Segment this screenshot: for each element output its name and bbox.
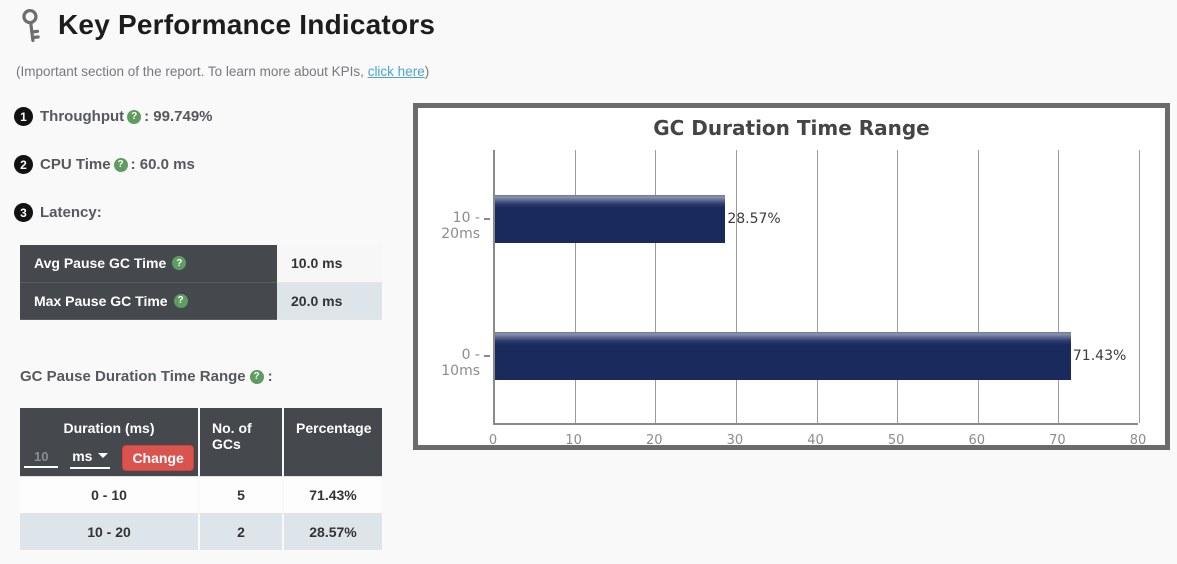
help-icon[interactable]: ? bbox=[172, 256, 187, 271]
y-tick bbox=[484, 355, 490, 358]
chart-plot-area bbox=[493, 150, 1140, 425]
kpi-label: Latency: bbox=[40, 204, 102, 221]
table-row: Max Pause GC Time ? 20.0 ms bbox=[20, 282, 382, 320]
x-tick-label: 20 bbox=[645, 433, 663, 448]
chart-title: GC Duration Time Range bbox=[653, 116, 930, 140]
table-row: 10 - 20 2 28.57% bbox=[20, 513, 382, 550]
gridline bbox=[735, 150, 737, 423]
gridline bbox=[897, 150, 899, 423]
gridline bbox=[655, 150, 657, 423]
y-tick bbox=[484, 217, 490, 220]
x-tick-label: 30 bbox=[726, 433, 744, 448]
latency-row-label: Max Pause GC Time bbox=[34, 292, 168, 309]
subtitle: (Important section of the report. To lea… bbox=[16, 64, 429, 79]
cell-gc-count: 5 bbox=[198, 476, 282, 513]
x-tick-label: 60 bbox=[968, 433, 986, 448]
cell-gc-count: 2 bbox=[198, 513, 282, 550]
gridline bbox=[1139, 150, 1140, 423]
cell-duration: 0 - 10 bbox=[20, 476, 198, 513]
help-icon[interactable]: ? bbox=[113, 157, 128, 172]
gc-duration-chart: GC Duration Time Range 0 10 20 30 40 50 60 70 80… bbox=[413, 103, 1170, 450]
bar bbox=[495, 194, 726, 243]
latency-row-value: 20.0 ms bbox=[277, 282, 382, 320]
table-row: 0 - 10 5 71.43% bbox=[20, 476, 382, 513]
badge-1: 1 bbox=[14, 107, 33, 126]
duration-table: Duration (ms) ms Change No. of GCs Perce… bbox=[20, 408, 382, 550]
page-header: Key Performance Indicators bbox=[14, 8, 435, 42]
x-tick-label: 50 bbox=[887, 433, 905, 448]
help-icon[interactable]: ? bbox=[127, 109, 142, 124]
kpi-label: CPU Time bbox=[40, 156, 111, 173]
bar bbox=[495, 332, 1071, 381]
duration-section-colon: : bbox=[267, 368, 273, 385]
key-icon bbox=[22, 8, 40, 42]
help-icon[interactable]: ? bbox=[249, 369, 264, 384]
column-header: Duration (ms) bbox=[63, 420, 155, 436]
kpi-value: : 99.749% bbox=[144, 108, 213, 125]
x-tick-label: 10 bbox=[565, 433, 582, 448]
unit-select[interactable]: ms bbox=[70, 447, 111, 469]
cell-percentage: 71.43% bbox=[282, 476, 382, 513]
kpi-label: Throughput bbox=[40, 108, 125, 125]
gridline bbox=[977, 150, 979, 423]
unit-select-value: ms bbox=[72, 447, 93, 464]
column-header: Percentage bbox=[282, 408, 382, 476]
column-header: No. of GCs bbox=[198, 408, 282, 476]
x-tick-label: 80 bbox=[1129, 433, 1147, 448]
cell-duration: 10 - 20 bbox=[20, 513, 198, 550]
value-label: 28.57% bbox=[727, 210, 781, 227]
latency-table: Avg Pause GC Time ? 10.0 ms Max Pause GC… bbox=[20, 245, 382, 320]
latency-row-value: 10.0 ms bbox=[277, 245, 382, 283]
kpi-item-cpu-time: 2 CPU Time ? : 60.0 ms bbox=[14, 155, 195, 174]
chart-area: 0 10 20 30 40 50 60 70 80 10 - 20ms 28.57% 0 - 10ms… bbox=[418, 108, 1165, 448]
category-label: 10 - 20ms bbox=[441, 209, 480, 242]
duration-section-text: GC Pause Duration Time Range bbox=[20, 368, 246, 385]
duration-table-header-row: Duration (ms) ms Change No. of GCs Perce… bbox=[20, 408, 382, 476]
kpi-value: : 60.0 ms bbox=[130, 156, 195, 173]
table-row: Avg Pause GC Time ? 10.0 ms bbox=[20, 245, 382, 283]
category-label: 0 - 10ms bbox=[441, 347, 480, 380]
x-tick-label: 40 bbox=[807, 433, 824, 448]
chevron-down-icon bbox=[98, 453, 109, 458]
x-tick-label: 70 bbox=[1049, 433, 1066, 448]
value-label: 71.43% bbox=[1072, 348, 1127, 365]
gridline bbox=[1058, 150, 1060, 423]
kpi-item-throughput: 1 Throughput ? : 99.749% bbox=[14, 107, 213, 126]
subtitle-text: (Important section of the report. To lea… bbox=[16, 64, 368, 79]
gridline bbox=[816, 150, 818, 423]
duration-section-label: GC Pause Duration Time Range ? : bbox=[20, 368, 273, 385]
badge-2: 2 bbox=[14, 155, 33, 174]
subtitle-suffix: ) bbox=[424, 64, 430, 79]
gridline bbox=[574, 150, 576, 423]
help-icon[interactable]: ? bbox=[173, 293, 188, 308]
kpi-learn-more-link[interactable]: click here bbox=[367, 64, 425, 79]
badge-3: 3 bbox=[14, 203, 33, 222]
page-title: Key Performance Indicators bbox=[58, 9, 436, 40]
kpi-item-latency: 3 Latency: bbox=[14, 203, 102, 222]
cell-percentage: 28.57% bbox=[282, 513, 382, 550]
latency-row-label: Avg Pause GC Time bbox=[34, 255, 167, 272]
duration-header-cell: Duration (ms) ms Change bbox=[20, 408, 198, 476]
change-button[interactable]: Change bbox=[122, 445, 194, 471]
x-tick-label: 0 bbox=[488, 433, 498, 448]
duration-input[interactable] bbox=[24, 448, 59, 468]
